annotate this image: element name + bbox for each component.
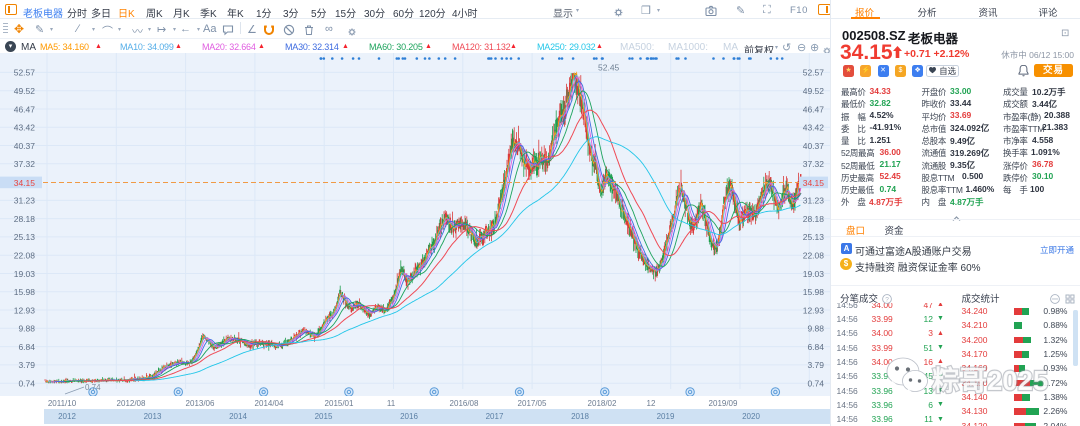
svg-text:12.93: 12.93 xyxy=(803,305,825,315)
svg-text:9.88: 9.88 xyxy=(807,324,824,334)
svg-text:37.32: 37.32 xyxy=(14,159,36,169)
svg-text:28.18: 28.18 xyxy=(14,214,36,224)
svg-text:3.79: 3.79 xyxy=(18,360,35,370)
svg-text:37.32: 37.32 xyxy=(803,159,825,169)
svg-text:15.98: 15.98 xyxy=(14,287,36,297)
svg-text:40.37: 40.37 xyxy=(803,141,825,151)
svg-text:3.79: 3.79 xyxy=(807,360,824,370)
svg-text:12.93: 12.93 xyxy=(14,305,36,315)
svg-text:31.23: 31.23 xyxy=(803,196,825,206)
svg-text:31.23: 31.23 xyxy=(14,196,36,206)
svg-text:6.84: 6.84 xyxy=(18,342,35,352)
svg-text:49.52: 49.52 xyxy=(803,86,825,96)
svg-text:52.45: 52.45 xyxy=(598,63,620,73)
svg-text:0.74: 0.74 xyxy=(85,383,101,392)
svg-text:19.03: 19.03 xyxy=(14,269,36,279)
svg-text:22.08: 22.08 xyxy=(803,251,825,261)
svg-text:15.98: 15.98 xyxy=(803,287,825,297)
svg-text:28.18: 28.18 xyxy=(803,214,825,224)
svg-text:0.74: 0.74 xyxy=(807,379,824,389)
svg-text:25.13: 25.13 xyxy=(14,232,36,242)
svg-text:粽哥2025: 粽哥2025 xyxy=(932,365,1048,396)
svg-text:25.13: 25.13 xyxy=(803,232,825,242)
svg-text:43.42: 43.42 xyxy=(803,123,825,133)
svg-text:46.47: 46.47 xyxy=(14,104,36,114)
svg-text:52.57: 52.57 xyxy=(14,68,36,78)
svg-text:22.08: 22.08 xyxy=(14,251,36,261)
svg-text:34.15: 34.15 xyxy=(14,178,36,188)
svg-text:0.74: 0.74 xyxy=(18,379,35,389)
svg-text:34.15: 34.15 xyxy=(803,178,825,188)
svg-text:9.88: 9.88 xyxy=(18,324,35,334)
svg-text:?: ? xyxy=(885,296,889,303)
svg-text:49.52: 49.52 xyxy=(14,86,36,96)
svg-text:40.37: 40.37 xyxy=(14,141,36,151)
svg-text:52.57: 52.57 xyxy=(803,68,825,78)
svg-text:6.84: 6.84 xyxy=(807,342,824,352)
svg-text:46.47: 46.47 xyxy=(803,104,825,114)
svg-text:43.42: 43.42 xyxy=(14,123,36,133)
svg-text:19.03: 19.03 xyxy=(803,269,825,279)
